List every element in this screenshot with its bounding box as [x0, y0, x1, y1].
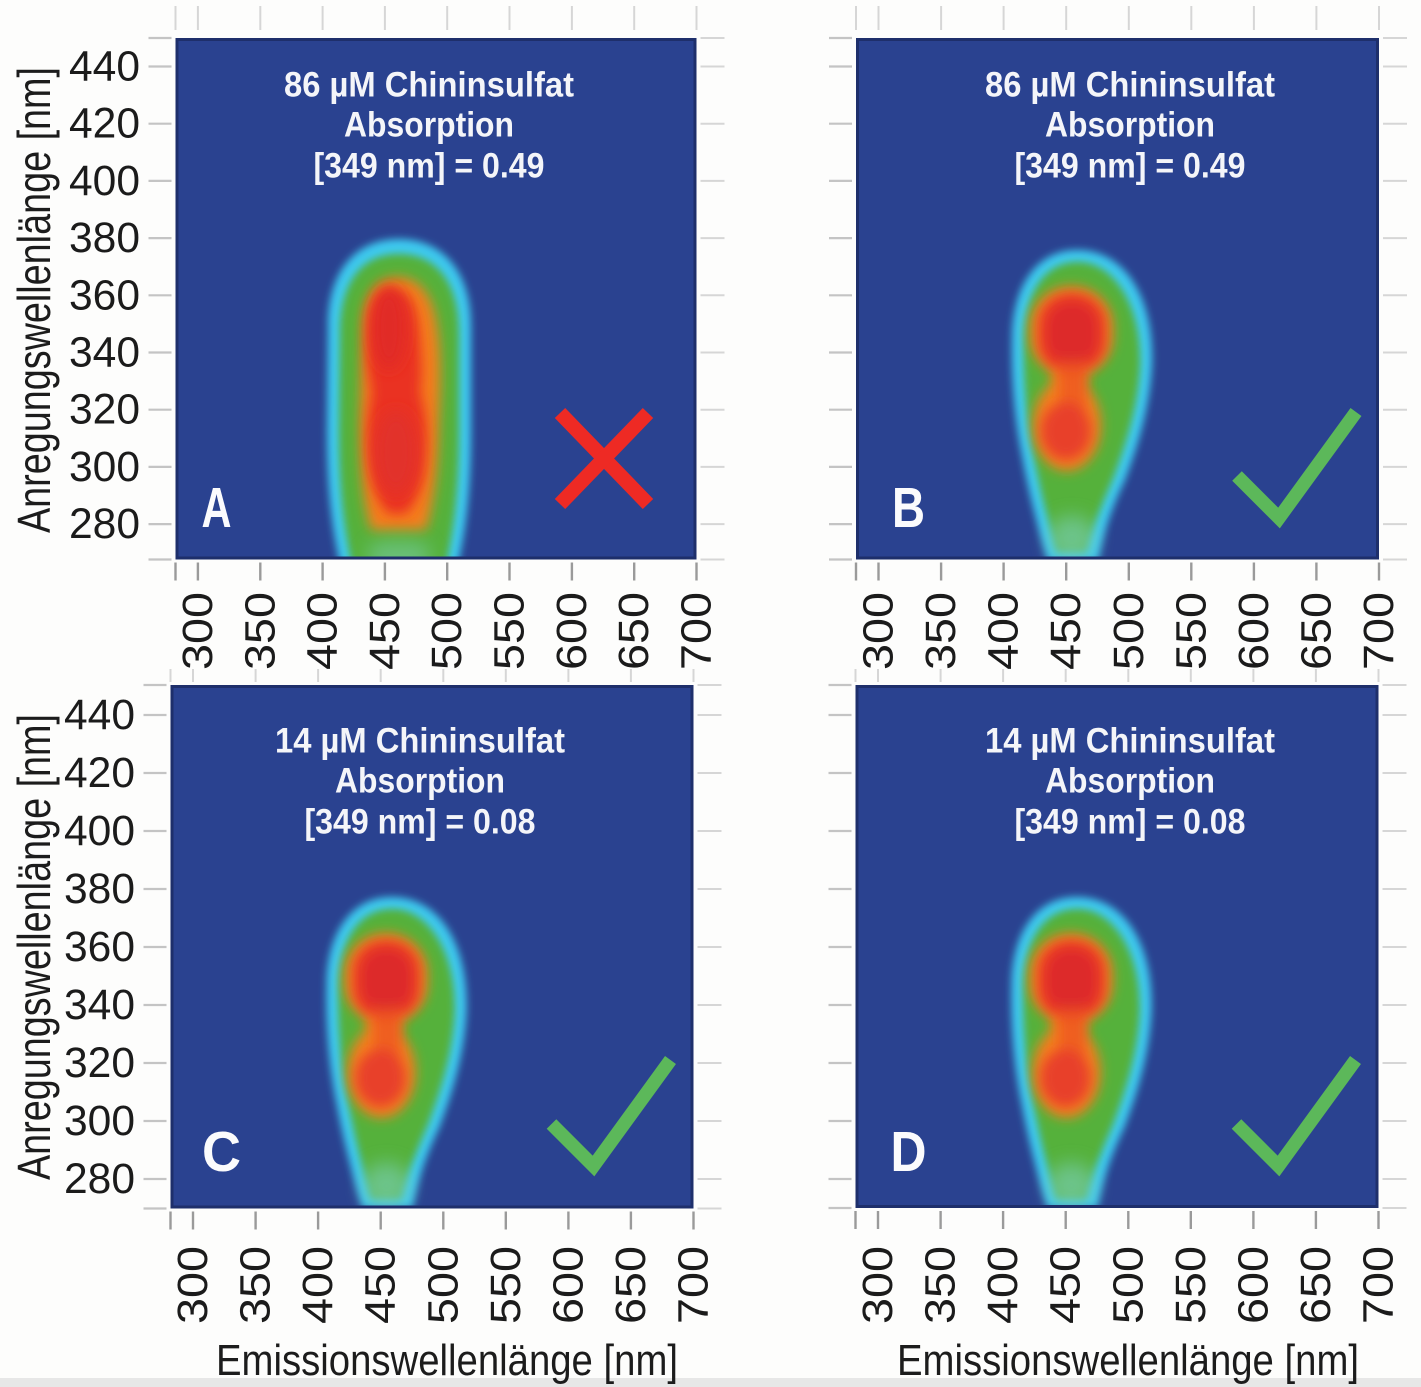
svg-text:320: 320 [64, 1039, 135, 1087]
svg-text:400: 400 [69, 157, 140, 205]
svg-text:600: 600 [1229, 1246, 1277, 1324]
svg-text:Anregungswellenlänge [nm]: Anregungswellenlänge [nm] [8, 67, 60, 533]
svg-text:400: 400 [979, 1246, 1027, 1324]
svg-text:C: C [202, 1120, 241, 1184]
svg-text:300: 300 [169, 1246, 217, 1324]
svg-text:600: 600 [548, 592, 596, 670]
svg-text:300: 300 [854, 1246, 902, 1324]
svg-text:700: 700 [673, 592, 721, 670]
svg-text:400: 400 [980, 592, 1028, 670]
svg-text:400: 400 [64, 807, 135, 855]
svg-text:500: 500 [1104, 1246, 1152, 1324]
svg-text:500: 500 [419, 1246, 467, 1324]
svg-text:450: 450 [1042, 592, 1090, 670]
svg-text:86 µM Chininsulfat: 86 µM Chininsulfat [284, 66, 574, 105]
svg-text:14 µM Chininsulfat: 14 µM Chininsulfat [275, 722, 565, 761]
svg-text:300: 300 [64, 1097, 135, 1145]
svg-text:B: B [892, 476, 925, 540]
svg-text:650: 650 [1292, 1246, 1340, 1324]
svg-text:550: 550 [1167, 592, 1215, 670]
svg-text:320: 320 [69, 386, 140, 434]
svg-text:550: 550 [486, 592, 534, 670]
svg-text:450: 450 [361, 592, 409, 670]
svg-text:550: 550 [482, 1246, 530, 1324]
svg-text:300: 300 [855, 592, 903, 670]
svg-text:380: 380 [64, 865, 135, 913]
svg-text:340: 340 [64, 981, 135, 1029]
svg-text:400: 400 [294, 1246, 342, 1324]
svg-text:300: 300 [174, 592, 222, 670]
svg-text:A: A [202, 476, 232, 540]
svg-text:280: 280 [64, 1155, 135, 1203]
svg-text:Anregungswellenlänge [nm]: Anregungswellenlänge [nm] [8, 714, 60, 1180]
svg-text:360: 360 [69, 271, 140, 319]
svg-text:360: 360 [64, 923, 135, 971]
svg-text:420: 420 [64, 749, 135, 797]
svg-text:600: 600 [1230, 592, 1278, 670]
svg-text:440: 440 [64, 691, 135, 739]
svg-text:[349 nm] = 0.49: [349 nm] = 0.49 [1015, 147, 1246, 186]
svg-text:[349 nm] = 0.49: [349 nm] = 0.49 [314, 147, 545, 186]
svg-text:400: 400 [299, 592, 347, 670]
svg-text:700: 700 [1355, 1246, 1403, 1324]
svg-text:700: 700 [1355, 592, 1403, 670]
svg-text:Absorption: Absorption [344, 106, 514, 145]
svg-text:420: 420 [69, 100, 140, 148]
svg-text:280: 280 [69, 500, 140, 548]
svg-text:450: 450 [1042, 1246, 1090, 1324]
svg-text:600: 600 [544, 1246, 592, 1324]
svg-text:650: 650 [607, 1246, 655, 1324]
svg-text:[349 nm] = 0.08: [349 nm] = 0.08 [305, 803, 536, 842]
svg-text:300: 300 [69, 443, 140, 491]
svg-text:350: 350 [917, 1246, 965, 1324]
svg-text:86 µM Chininsulfat: 86 µM Chininsulfat [985, 66, 1275, 105]
svg-text:350: 350 [917, 592, 965, 670]
svg-text:550: 550 [1167, 1246, 1215, 1324]
svg-text:650: 650 [1292, 592, 1340, 670]
svg-text:Absorption: Absorption [335, 762, 505, 801]
svg-text:700: 700 [670, 1246, 718, 1324]
svg-text:Absorption: Absorption [1045, 762, 1215, 801]
svg-text:340: 340 [69, 329, 140, 377]
svg-text:650: 650 [610, 592, 658, 670]
svg-text:[349 nm] = 0.08: [349 nm] = 0.08 [1015, 803, 1246, 842]
svg-text:450: 450 [357, 1246, 405, 1324]
svg-text:D: D [891, 1120, 927, 1184]
svg-text:350: 350 [232, 1246, 280, 1324]
svg-text:Emissionswellenlänge [nm]: Emissionswellenlänge [nm] [897, 1336, 1359, 1385]
svg-text:14 µM Chininsulfat: 14 µM Chininsulfat [985, 722, 1275, 761]
svg-text:Absorption: Absorption [1045, 106, 1215, 145]
svg-text:500: 500 [1105, 592, 1153, 670]
svg-text:Emissionswellenlänge [nm]: Emissionswellenlänge [nm] [216, 1336, 678, 1385]
svg-text:380: 380 [69, 214, 140, 262]
svg-text:350: 350 [236, 592, 284, 670]
svg-text:500: 500 [423, 592, 471, 670]
svg-text:440: 440 [69, 43, 140, 91]
